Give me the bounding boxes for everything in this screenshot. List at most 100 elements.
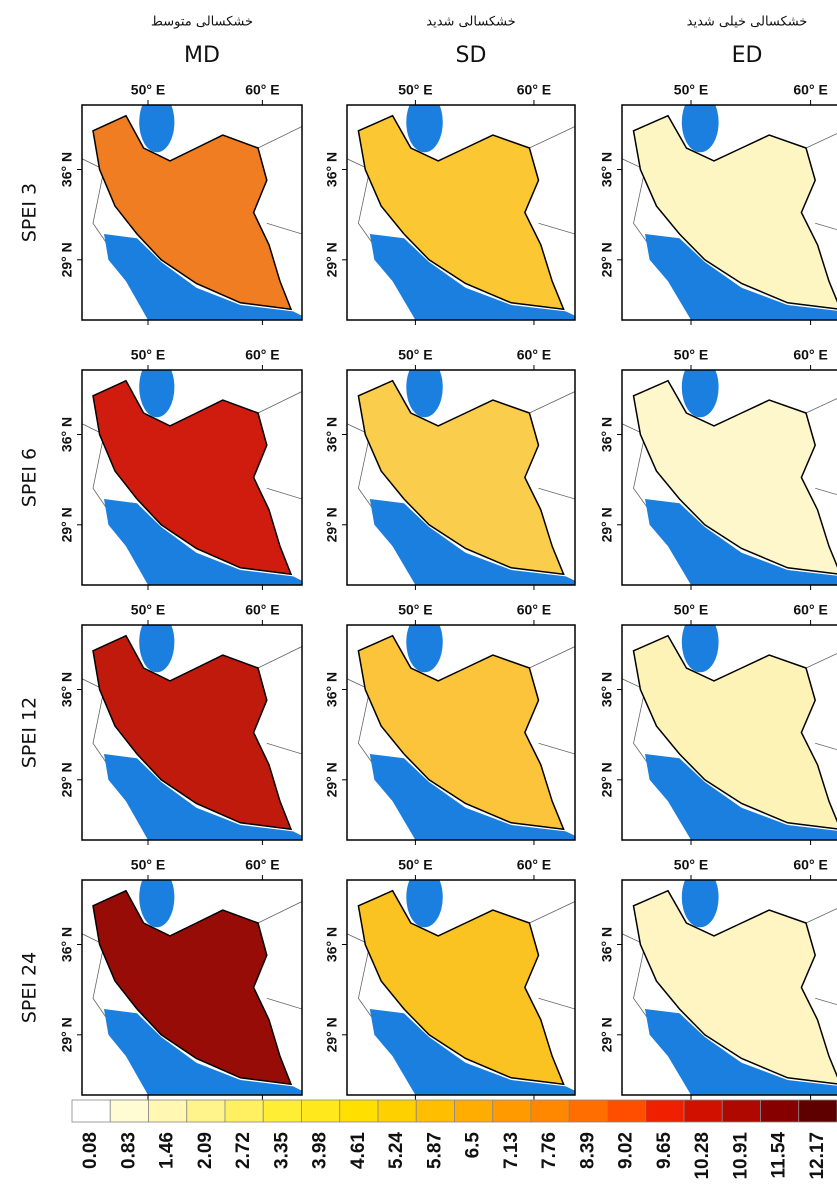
column-title: MD [184,43,220,68]
colorbar-box [149,1100,187,1122]
colorbar-box [225,1100,263,1122]
lat-label: 36° N [324,672,340,707]
colorbar-box [569,1100,607,1122]
lat-label: 29° N [59,507,75,542]
lat-label: 36° N [599,152,615,187]
map [622,612,837,840]
lat-label: 36° N [59,417,75,452]
colorbar-label: 11.54 [769,1132,790,1179]
colorbar-box [608,1100,646,1122]
column-title: SD [456,43,487,68]
lon-label: 60° E [245,602,279,618]
colorbar-box [761,1100,799,1122]
colorbar-label: 10.91 [730,1132,751,1180]
column-subtitle: خشکسالی خیلی شدید [687,15,808,30]
colorbar-box [263,1100,301,1122]
row-label: SPEI 24 [19,952,41,1023]
lon-label: 50° E [131,82,165,98]
lon-label: 60° E [517,82,551,98]
colorbar-label: 2.09 [195,1132,216,1169]
lon-label: 50° E [398,602,432,618]
lat-label: 36° N [324,417,340,452]
lat-label: 29° N [324,242,340,277]
lat-label: 36° N [59,672,75,707]
lat-label: 36° N [599,417,615,452]
map [82,612,302,840]
map [347,92,575,320]
lat-label: 36° N [59,927,75,962]
map [82,92,302,320]
lat-label: 29° N [324,507,340,542]
lon-label: 60° E [517,347,551,363]
lat-label: 36° N [59,152,75,187]
lon-label: 50° E [674,347,708,363]
colorbar-label: 4.61 [348,1132,369,1169]
colorbar-box [722,1100,760,1122]
colorbar-label: 5.24 [386,1132,407,1169]
caspian-sea [682,867,719,927]
lon-label: 60° E [245,82,279,98]
map [82,867,302,1095]
colorbar-label: 10.28 [692,1132,713,1180]
row-label: SPEI 3 [19,183,41,242]
caspian-sea [139,867,174,927]
lon-label: 50° E [131,347,165,363]
colorbar-box [72,1100,110,1122]
colorbar-box [378,1100,416,1122]
map [622,867,837,1095]
lon-label: 50° E [398,857,432,873]
colorbar-label: 2.72 [233,1132,254,1169]
caspian-sea [682,92,719,152]
lon-label: 50° E [674,602,708,618]
colorbar-label: 7.76 [539,1132,560,1169]
column-title: ED [732,43,763,68]
caspian-sea [406,357,442,417]
lat-label: 29° N [59,242,75,277]
colorbar-box [646,1100,684,1122]
map [622,357,837,585]
colorbar-label: 0.83 [118,1132,139,1169]
lat-label: 36° N [599,927,615,962]
colorbar-box [531,1100,569,1122]
colorbar-label: 9.02 [616,1132,637,1169]
figure: خشکسالی متوسطMDخشکسالی شدیدSDخشکسالی خیل… [0,0,837,1198]
lon-label: 60° E [517,857,551,873]
colorbar-box [416,1100,454,1122]
caspian-sea [139,357,174,417]
caspian-sea [406,612,442,672]
caspian-sea [406,92,442,152]
map [347,612,575,840]
lon-label: 50° E [131,602,165,618]
colorbar-label: 5.87 [424,1132,445,1169]
colorbar-box [493,1100,531,1122]
colorbar-label: 7.13 [501,1132,522,1169]
colorbar-label: 9.65 [654,1132,675,1169]
lon-label: 60° E [793,857,827,873]
map [82,357,302,585]
colorbar-box [455,1100,493,1122]
row-label: SPEI 12 [19,697,41,768]
map [347,357,575,585]
caspian-sea [139,92,174,152]
lon-label: 50° E [131,857,165,873]
map [622,92,837,320]
colorbar-label: 12.17 [807,1132,828,1180]
lat-label: 29° N [59,1017,75,1052]
lat-label: 36° N [324,927,340,962]
colorbar-box [110,1100,148,1122]
lat-label: 29° N [59,762,75,797]
caspian-sea [682,357,719,417]
colorbar-box [799,1100,837,1122]
lon-label: 60° E [793,82,827,98]
lat-label: 29° N [599,762,615,797]
caspian-sea [139,612,174,672]
lat-label: 29° N [599,1017,615,1052]
lat-label: 29° N [599,242,615,277]
colorbar-box [684,1100,722,1122]
lat-label: 36° N [324,152,340,187]
column-subtitle: خشکسالی شدید [426,15,515,30]
lon-label: 60° E [793,602,827,618]
lon-label: 50° E [674,82,708,98]
lon-label: 60° E [793,347,827,363]
map [347,867,575,1095]
